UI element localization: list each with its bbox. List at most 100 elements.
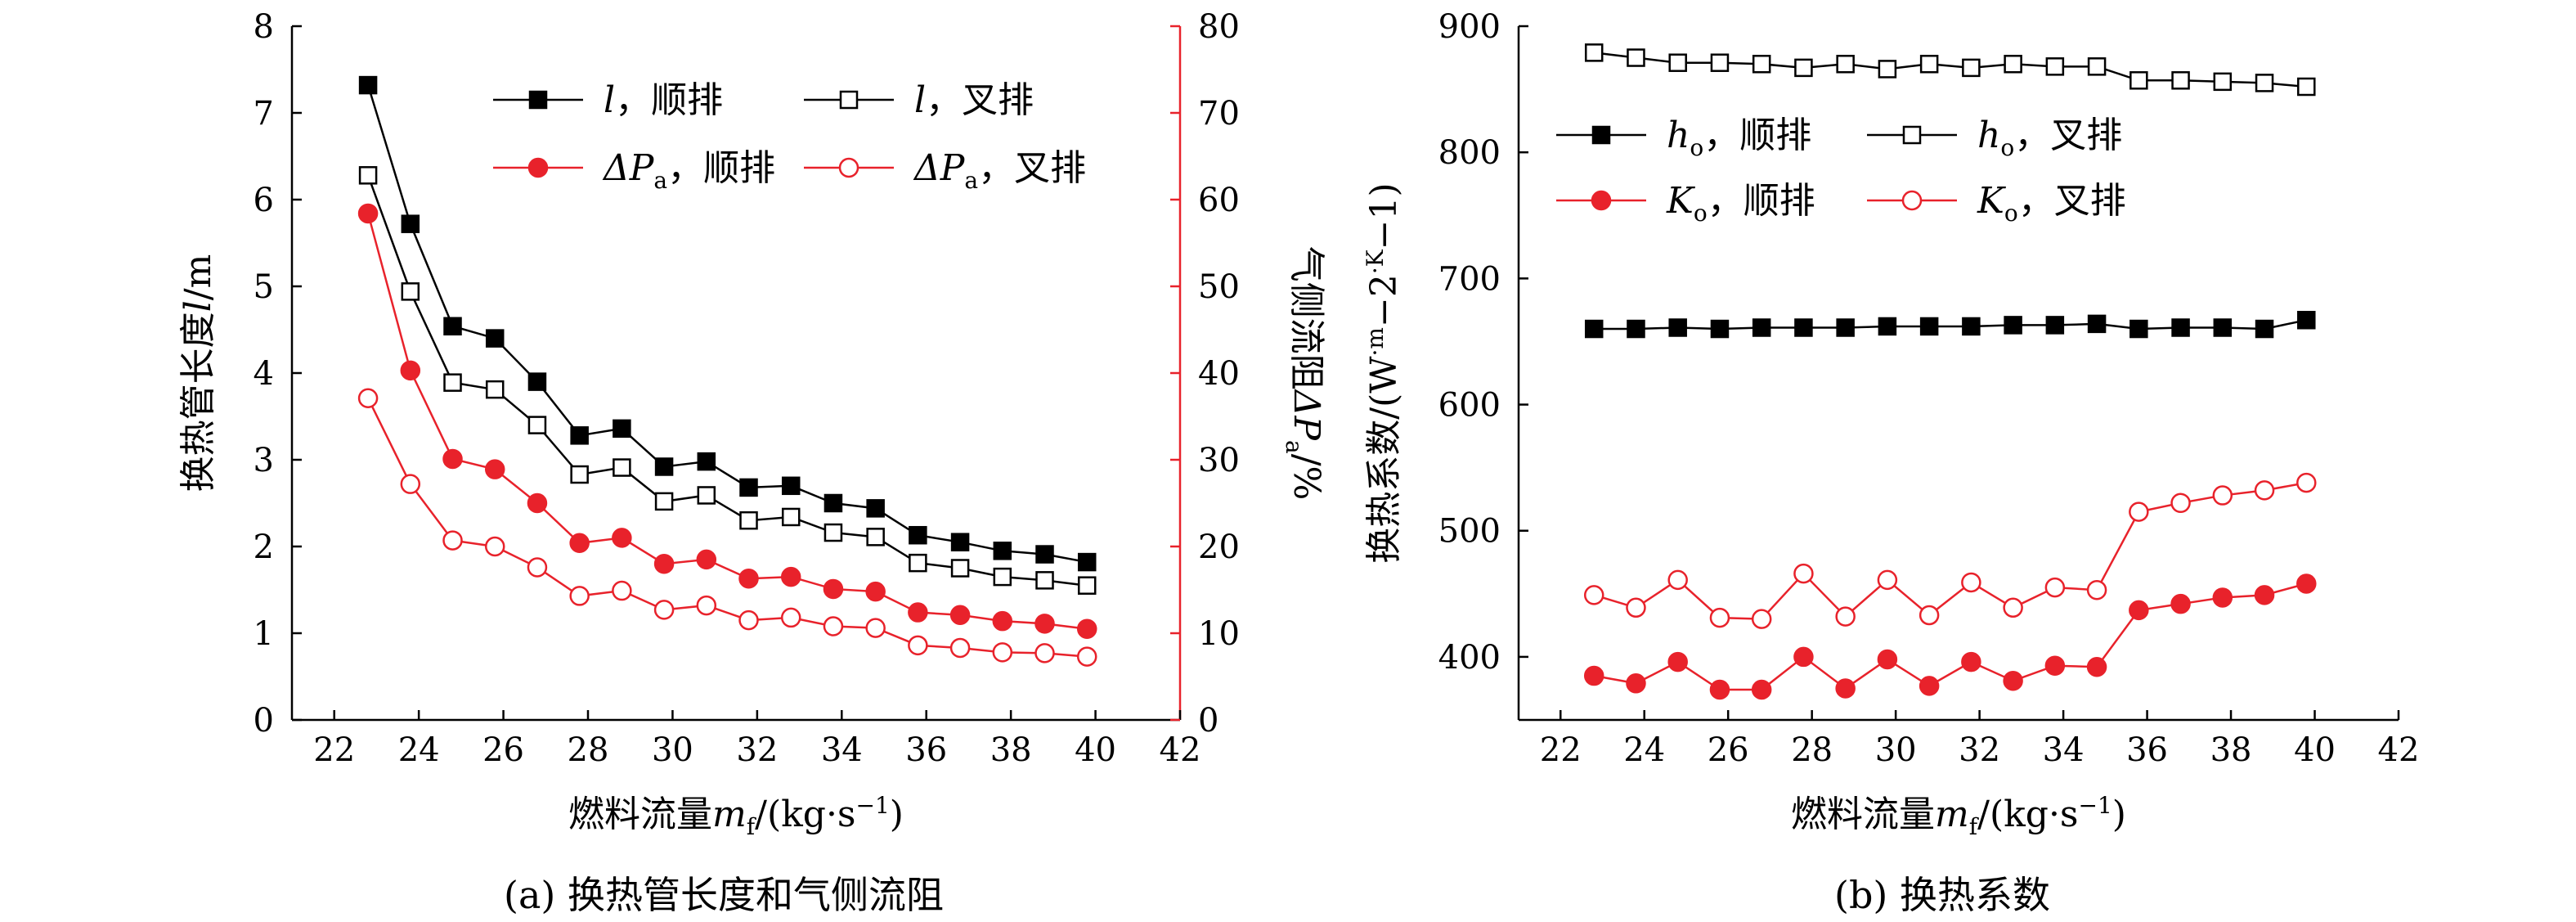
data-point bbox=[909, 553, 927, 573]
data-point bbox=[738, 568, 759, 589]
data-point bbox=[654, 457, 674, 476]
data-point bbox=[824, 523, 843, 542]
data-point bbox=[992, 642, 1013, 663]
data-point bbox=[1793, 646, 1814, 668]
data-point bbox=[654, 492, 674, 511]
data-point bbox=[1668, 53, 1687, 72]
data-point bbox=[1076, 618, 1097, 639]
data-point bbox=[527, 416, 547, 434]
data-point bbox=[1752, 55, 1771, 74]
data-point bbox=[442, 530, 463, 551]
data-point bbox=[823, 578, 844, 600]
data-point bbox=[1034, 614, 1055, 634]
series-b-3 bbox=[1583, 472, 2317, 629]
data-point bbox=[527, 492, 548, 514]
data-point bbox=[484, 459, 505, 479]
series-a-0 bbox=[358, 75, 1097, 572]
legend-marker bbox=[1902, 125, 1922, 145]
y-tick-label-left: 900 bbox=[1438, 8, 1501, 46]
data-point bbox=[823, 616, 844, 636]
series-b-1 bbox=[1584, 43, 2316, 97]
x-axis-label: 燃料流量mf/(kg·s−1) bbox=[568, 792, 904, 840]
data-point bbox=[1835, 678, 1856, 699]
legend-item: Ko，顺排 bbox=[1556, 180, 1815, 227]
x-tick-label: 26 bbox=[1708, 731, 1749, 769]
x-tick-label: 32 bbox=[736, 731, 778, 769]
legend-label: Ko，顺排 bbox=[1666, 180, 1815, 227]
y-tick-label-left: 6 bbox=[254, 182, 274, 219]
x-tick-label: 30 bbox=[1875, 731, 1917, 769]
legend-marker bbox=[839, 90, 859, 110]
data-point bbox=[1962, 317, 1981, 336]
data-point bbox=[1878, 317, 1897, 336]
data-point bbox=[527, 372, 547, 391]
data-point bbox=[1627, 319, 1645, 339]
data-point bbox=[697, 486, 716, 505]
data-point bbox=[908, 602, 928, 623]
data-point bbox=[1751, 609, 1772, 629]
data-point bbox=[909, 525, 927, 545]
legend-marker bbox=[838, 157, 859, 178]
y-tick-label-left: 1 bbox=[254, 615, 274, 653]
data-point bbox=[950, 533, 970, 551]
y-tick-label-right: 80 bbox=[1198, 8, 1240, 46]
data-point bbox=[2213, 318, 2233, 337]
data-point bbox=[824, 493, 843, 513]
legend-label: ΔPa，叉排 bbox=[913, 147, 1086, 194]
data-point bbox=[2171, 71, 2190, 90]
data-point bbox=[1583, 585, 1604, 605]
data-point bbox=[738, 609, 759, 631]
data-point bbox=[697, 452, 716, 471]
data-point bbox=[485, 329, 505, 348]
data-point bbox=[1076, 646, 1097, 667]
data-point bbox=[2044, 577, 2066, 598]
data-point bbox=[484, 536, 505, 557]
legend-item: l，叉排 bbox=[804, 79, 1034, 121]
data-point bbox=[2003, 597, 2023, 618]
y-tick-label-right: 0 bbox=[1198, 702, 1218, 740]
data-point bbox=[570, 426, 589, 445]
legend-marker bbox=[528, 90, 548, 110]
y-tick-label-right: 50 bbox=[1198, 268, 1240, 306]
data-point bbox=[781, 476, 801, 496]
x-tick-label: 34 bbox=[821, 731, 863, 769]
x-tick-label: 28 bbox=[568, 731, 609, 769]
x-tick-label: 36 bbox=[2126, 731, 2168, 769]
y-tick-label-left: 3 bbox=[254, 442, 274, 479]
y-tick-label-left: 8 bbox=[254, 8, 274, 46]
data-point bbox=[696, 595, 717, 616]
x-tick-label: 26 bbox=[482, 731, 524, 769]
data-point bbox=[2170, 593, 2191, 614]
x-tick-label: 40 bbox=[1075, 731, 1116, 769]
data-point bbox=[2254, 480, 2275, 501]
data-point bbox=[2255, 319, 2274, 339]
data-point bbox=[613, 458, 631, 477]
chart-a: 22 24 26 28 30 32 34 36 38 40 42012345678010203040… bbox=[177, 8, 1327, 840]
data-point bbox=[739, 510, 758, 530]
legend-item: ho，顺排 bbox=[1556, 115, 1811, 161]
data-point bbox=[358, 75, 378, 95]
y-axis-label-left: 换热管长度l/m bbox=[177, 254, 219, 492]
data-point bbox=[2003, 670, 2023, 691]
data-point bbox=[2129, 71, 2148, 90]
y-tick-label-left: 600 bbox=[1438, 387, 1501, 425]
series-line bbox=[366, 213, 1088, 630]
data-point bbox=[865, 618, 886, 638]
data-point bbox=[2212, 485, 2233, 506]
data-point bbox=[443, 317, 462, 336]
data-point bbox=[358, 166, 378, 185]
legend-marker bbox=[1591, 125, 1611, 145]
legend-label: l，顺排 bbox=[604, 79, 723, 121]
series-b-0 bbox=[1584, 310, 2316, 339]
y-tick-label-right: 60 bbox=[1198, 182, 1240, 219]
data-point bbox=[696, 549, 717, 570]
data-point bbox=[2255, 74, 2274, 92]
data-point bbox=[357, 388, 379, 408]
data-point bbox=[2170, 492, 2191, 514]
legend-marker bbox=[1901, 190, 1923, 211]
data-point bbox=[2297, 77, 2316, 97]
data-point bbox=[613, 419, 631, 439]
data-point bbox=[1034, 643, 1055, 663]
data-point bbox=[570, 465, 589, 484]
data-point bbox=[2296, 573, 2317, 594]
